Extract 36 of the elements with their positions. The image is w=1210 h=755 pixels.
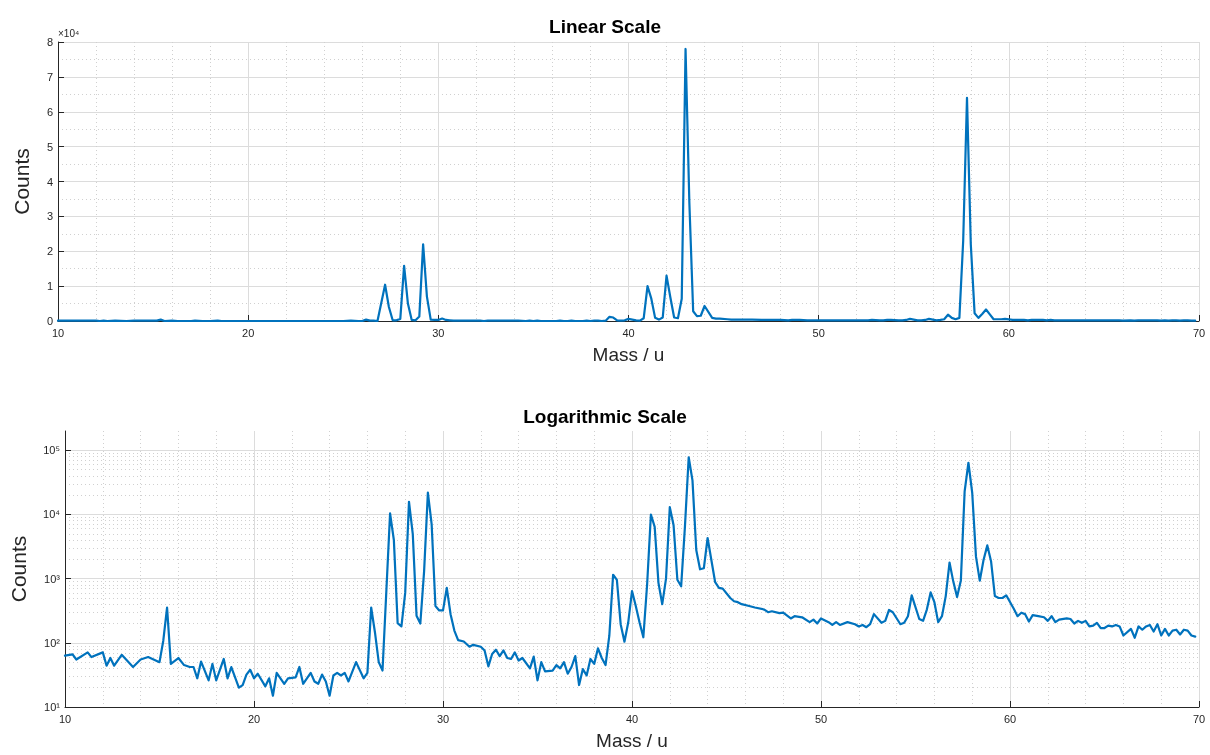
y-axis-title: Counts: [7, 535, 30, 603]
x-tick-label: 20: [247, 712, 261, 725]
x-axis-title: Mass / u: [592, 344, 665, 365]
x-tick-label: 30: [432, 326, 445, 339]
y-tick-label: 10³: [44, 572, 61, 585]
x-tick-label: 50: [814, 712, 828, 725]
chart-title: Linear Scale: [549, 16, 661, 37]
x-tick-label: 60: [1002, 326, 1015, 339]
y-tick-label: 0: [46, 315, 53, 327]
y-tick-label: 10⁴: [43, 508, 61, 521]
x-tick-label: 70: [1192, 712, 1206, 725]
y-tick-label: 3: [46, 210, 53, 223]
x-tick-label: 70: [1192, 326, 1206, 339]
y-tick-label: 7: [46, 70, 53, 83]
y-tick-label: 10⁵: [43, 444, 60, 457]
x-tick-label: 10: [58, 712, 72, 725]
x-tick-label: 40: [622, 326, 635, 339]
text: ×10⁴: [58, 27, 80, 39]
x-tick-label: 20: [242, 326, 255, 339]
line-series: [63, 456, 1197, 697]
x-axis-title: Mass / u: [596, 730, 668, 751]
y-tick-label: 2: [46, 245, 53, 258]
x-tick-label: 60: [1003, 712, 1017, 725]
x-tick-label: 10: [51, 326, 65, 339]
x-tick-label: 30: [436, 712, 450, 725]
x-tick-label: 50: [812, 326, 825, 339]
y-tick-label: 6: [46, 105, 53, 118]
y-tick-label: 10¹: [44, 701, 61, 713]
chart-title: Logarithmic Scale: [523, 406, 687, 427]
y-axis-title: Counts: [10, 148, 33, 215]
x-tick-label: 40: [625, 712, 639, 725]
y-tick-label: 10²: [44, 636, 61, 649]
y-tick-label: 4: [46, 175, 53, 188]
y-tick-label: 8: [46, 36, 53, 48]
y-tick-label: 5: [46, 140, 53, 153]
y-tick-label: 1: [46, 280, 53, 293]
